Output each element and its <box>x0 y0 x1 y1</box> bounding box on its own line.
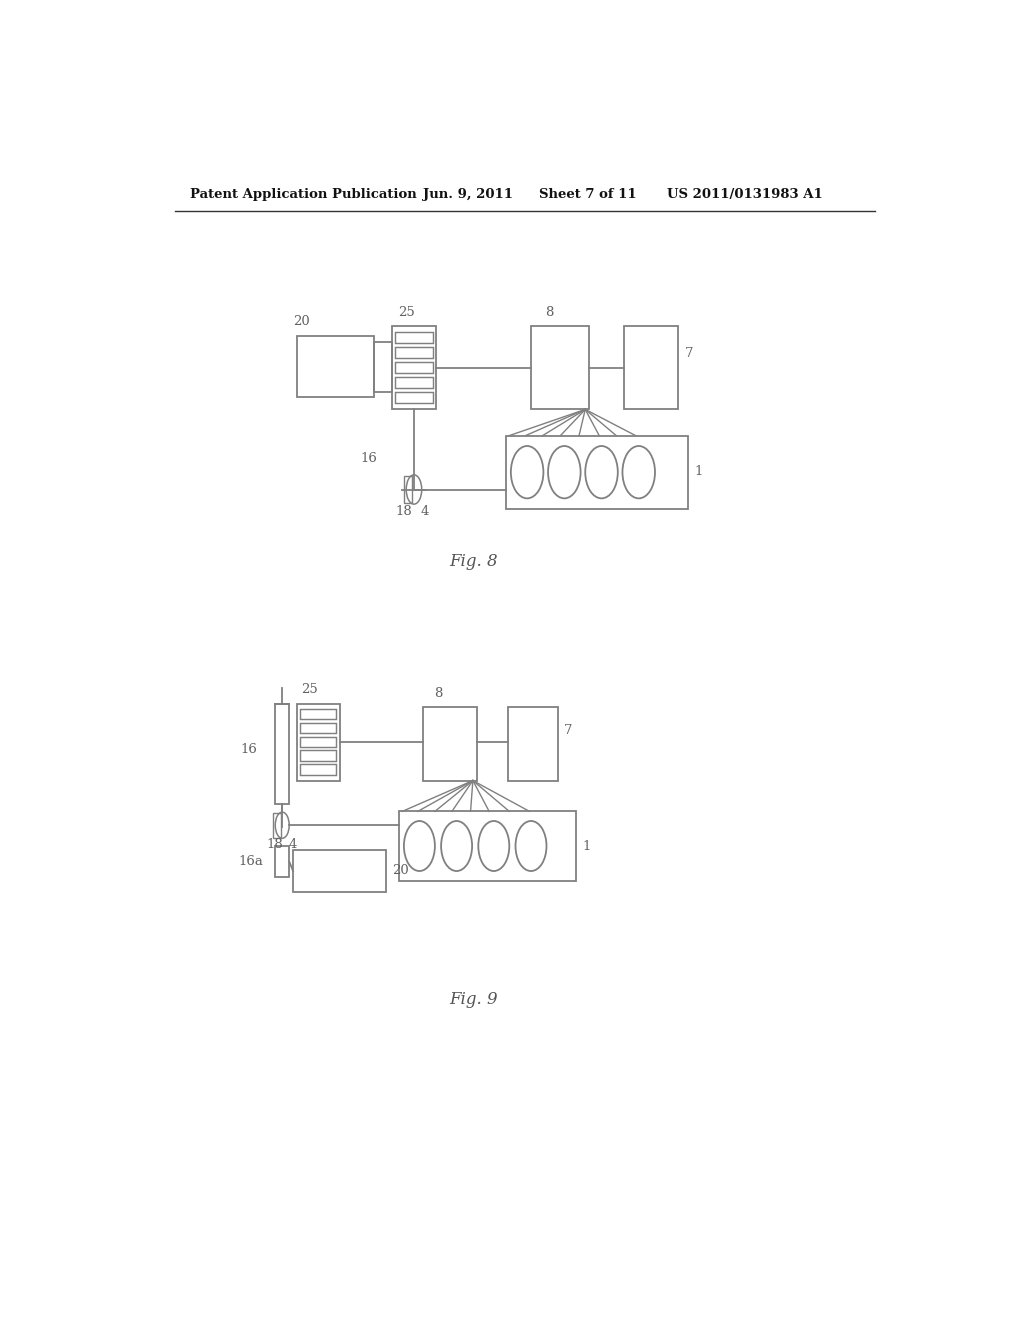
Text: 4: 4 <box>420 504 429 517</box>
Bar <box>624 326 678 409</box>
Text: 25: 25 <box>397 306 415 319</box>
Bar <box>375 342 391 392</box>
Text: 8: 8 <box>545 306 553 319</box>
Bar <box>391 326 436 409</box>
Text: Fig. 8: Fig. 8 <box>450 553 499 570</box>
Bar <box>403 475 412 503</box>
Bar <box>297 704 340 780</box>
Bar <box>300 764 336 775</box>
Bar <box>506 436 688 508</box>
Bar <box>297 335 375 397</box>
Bar <box>300 750 336 760</box>
Text: 16: 16 <box>241 743 257 756</box>
Text: 7: 7 <box>684 347 693 360</box>
Bar <box>395 362 433 374</box>
Bar <box>531 326 589 409</box>
Bar <box>395 392 433 403</box>
Text: 7: 7 <box>564 723 572 737</box>
Bar <box>275 846 289 876</box>
Text: US 2011/0131983 A1: US 2011/0131983 A1 <box>667 189 822 202</box>
Text: Patent Application Publication: Patent Application Publication <box>190 189 417 202</box>
Text: 4: 4 <box>289 838 297 851</box>
Text: 25: 25 <box>301 684 317 696</box>
Text: 16: 16 <box>360 453 378 465</box>
Bar <box>300 722 336 733</box>
Bar <box>423 708 477 780</box>
Bar <box>300 737 336 747</box>
Text: Jun. 9, 2011: Jun. 9, 2011 <box>423 189 512 202</box>
Bar <box>293 850 386 892</box>
Bar <box>300 709 336 719</box>
Text: 1: 1 <box>694 465 702 478</box>
Text: Fig. 9: Fig. 9 <box>450 991 499 1008</box>
Bar <box>399 812 575 880</box>
Bar <box>273 813 281 837</box>
Bar <box>395 376 433 388</box>
Text: 20: 20 <box>392 865 409 878</box>
Bar <box>508 708 558 780</box>
Text: 20: 20 <box>293 315 310 329</box>
Bar <box>275 704 289 804</box>
Text: 8: 8 <box>434 686 442 700</box>
Bar <box>395 347 433 358</box>
Text: 1: 1 <box>583 840 591 853</box>
Bar <box>395 331 433 343</box>
Text: 16a: 16a <box>238 855 263 869</box>
Text: Sheet 7 of 11: Sheet 7 of 11 <box>539 189 636 202</box>
Text: 18: 18 <box>266 838 284 851</box>
Text: 18: 18 <box>395 504 412 517</box>
